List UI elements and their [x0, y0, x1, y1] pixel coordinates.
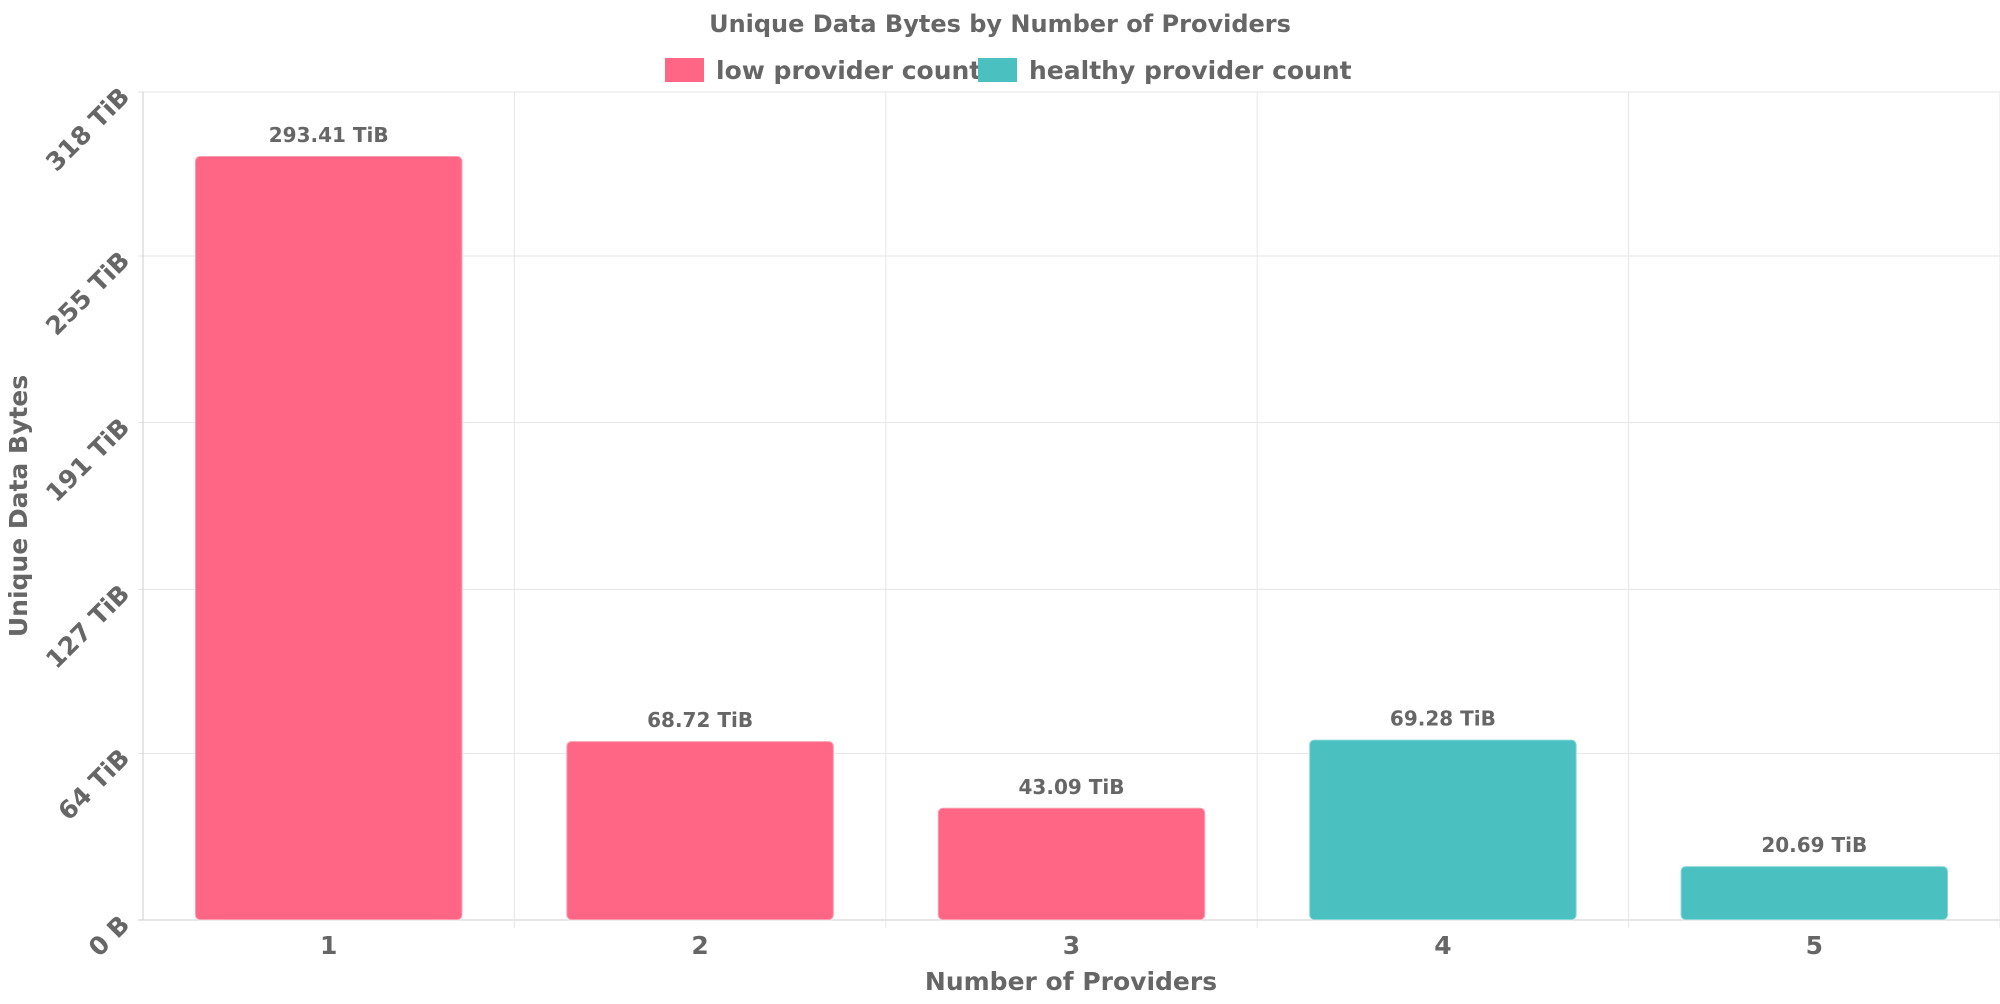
y-tick-label: 64 TiB	[52, 743, 135, 826]
bar-value-label: 43.09 TiB	[1019, 775, 1125, 799]
x-tick-label: 5	[1806, 931, 1823, 960]
x-tick-label: 2	[691, 931, 708, 960]
bar-2[interactable]	[565, 740, 835, 921]
bar-5[interactable]	[1679, 865, 1950, 922]
y-tick-label: 318 TiB	[40, 82, 135, 177]
bar-3[interactable]	[936, 806, 1207, 922]
legend-swatch-healthy[interactable]	[978, 58, 1017, 82]
bar-value-label: 293.41 TiB	[269, 123, 389, 147]
x-axis-label: Number of Providers	[925, 967, 1217, 996]
bar-value-label: 68.72 TiB	[647, 708, 753, 732]
x-axis-ticks: 1 2 3 4 5	[320, 931, 1823, 960]
bar-1[interactable]	[193, 155, 464, 921]
y-axis-ticks: 0 B 64 TiB 127 TiB 191 TiB 255 TiB 318 TiB	[40, 82, 135, 962]
chart-title: Unique Data Bytes by Number of Providers	[709, 10, 1291, 38]
bar-value-label: 20.69 TiB	[1761, 833, 1867, 857]
bar-4[interactable]	[1308, 738, 1578, 922]
y-tick-label: 127 TiB	[40, 579, 135, 674]
x-tick-label: 3	[1063, 931, 1080, 960]
bars	[193, 155, 1950, 922]
legend-label-low[interactable]: low provider count	[716, 56, 981, 85]
y-tick-label: 191 TiB	[40, 412, 135, 507]
bar-value-label: 69.28 TiB	[1390, 707, 1496, 731]
y-tick-label: 255 TiB	[40, 246, 135, 341]
y-tick-label: 0 B	[83, 910, 135, 962]
x-tick-label: 1	[320, 931, 337, 960]
legend: low provider count healthy provider coun…	[665, 56, 1352, 85]
y-axis-label: Unique Data Bytes	[4, 375, 33, 637]
legend-swatch-low[interactable]	[665, 58, 704, 82]
legend-label-healthy[interactable]: healthy provider count	[1029, 56, 1352, 85]
x-tick-label: 4	[1434, 931, 1451, 960]
data-labels: 293.41 TiB 68.72 TiB 43.09 TiB 69.28 TiB 20.…	[269, 123, 1868, 857]
